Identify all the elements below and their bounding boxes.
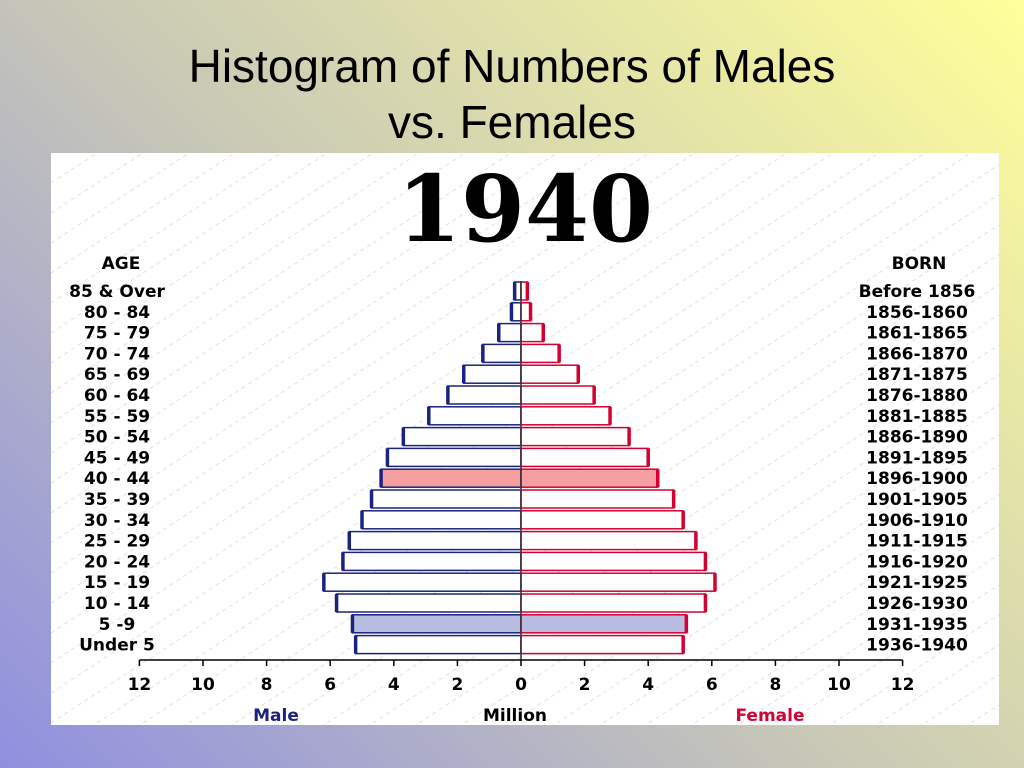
x-tick-label: 4 bbox=[642, 675, 654, 695]
x-tick-label: 2 bbox=[451, 675, 463, 695]
x-tick-label: 2 bbox=[579, 675, 591, 695]
age-label: 20 - 24 bbox=[84, 552, 150, 572]
male-bar bbox=[354, 634, 522, 655]
male-bar bbox=[342, 551, 522, 572]
female-bar bbox=[520, 489, 675, 509]
female-bar bbox=[520, 385, 595, 405]
slide-title: Histogram of Numbers of Males vs. Female… bbox=[0, 38, 1024, 150]
female-label: Female bbox=[736, 706, 805, 725]
male-bar bbox=[351, 614, 522, 634]
pyramid-svg: 1940 AGE BORN 85 & Over Before 1856 80 - 8… bbox=[51, 153, 999, 725]
female-bar bbox=[520, 614, 688, 634]
born-label: 1931-1935 bbox=[866, 615, 968, 635]
female-bar bbox=[520, 364, 579, 384]
born-header: BORN bbox=[892, 254, 947, 274]
born-label: 1916-1920 bbox=[866, 552, 968, 572]
title-line-2: vs. Females bbox=[388, 96, 636, 148]
x-tick-label: 8 bbox=[769, 675, 781, 695]
born-label: 1871-1875 bbox=[866, 365, 968, 385]
born-label: 1906-1910 bbox=[866, 511, 968, 531]
male-bar bbox=[380, 468, 522, 488]
male-bar bbox=[428, 406, 522, 426]
female-bar bbox=[520, 510, 684, 530]
female-bar bbox=[520, 551, 707, 572]
x-tick-label: 10 bbox=[827, 675, 851, 695]
x-axis-label: Million bbox=[483, 706, 547, 725]
age-label: 45 - 49 bbox=[84, 448, 150, 468]
age-label: 10 - 14 bbox=[84, 594, 150, 614]
female-bar bbox=[520, 406, 611, 426]
born-label: 1861-1865 bbox=[866, 324, 968, 344]
born-label: 1911-1915 bbox=[866, 532, 968, 552]
x-tick-label: 6 bbox=[324, 675, 336, 695]
age-label: 70 - 74 bbox=[84, 344, 150, 364]
age-label: 5 -9 bbox=[99, 615, 136, 635]
born-label: 1866-1870 bbox=[866, 344, 968, 364]
born-label: Before 1856 bbox=[859, 282, 976, 302]
male-label: Male bbox=[253, 706, 299, 725]
female-bar bbox=[520, 343, 560, 364]
male-bar bbox=[447, 385, 522, 405]
male-bar bbox=[323, 572, 522, 592]
born-label: 1921-1925 bbox=[866, 573, 968, 593]
age-label: 50 - 54 bbox=[84, 428, 150, 448]
age-label: 25 - 29 bbox=[84, 532, 150, 552]
age-label: 80 - 84 bbox=[84, 303, 150, 323]
title-line-1: Histogram of Numbers of Males bbox=[188, 40, 836, 92]
female-bar bbox=[520, 447, 649, 468]
female-bar bbox=[520, 634, 684, 655]
female-bar bbox=[520, 468, 659, 488]
x-tick-label: 12 bbox=[128, 675, 152, 695]
male-bar bbox=[361, 510, 522, 530]
born-label: 1891-1895 bbox=[866, 448, 968, 468]
female-bar bbox=[520, 572, 716, 592]
male-bar bbox=[335, 593, 522, 613]
x-tick-label: 0 bbox=[515, 675, 527, 695]
age-label: 65 - 69 bbox=[84, 365, 150, 385]
male-bar bbox=[348, 530, 522, 551]
age-label: 30 - 34 bbox=[84, 511, 150, 531]
male-bar bbox=[463, 364, 522, 384]
age-label: 15 - 19 bbox=[84, 573, 150, 593]
x-tick-label: 10 bbox=[191, 675, 215, 695]
born-label: 1926-1930 bbox=[866, 594, 968, 614]
year-label: 1940 bbox=[397, 155, 653, 263]
male-bar bbox=[370, 489, 522, 509]
born-label: 1876-1880 bbox=[866, 386, 968, 406]
female-bar bbox=[520, 530, 697, 551]
age-label: 75 - 79 bbox=[84, 324, 150, 344]
x-tick-label: 12 bbox=[891, 675, 915, 695]
age-label: 40 - 44 bbox=[84, 469, 150, 489]
male-bar bbox=[402, 426, 522, 447]
born-label: 1886-1890 bbox=[866, 428, 968, 448]
born-label: 1901-1905 bbox=[866, 490, 968, 510]
age-label: 35 - 39 bbox=[84, 490, 150, 510]
x-tick-label: 4 bbox=[388, 675, 400, 695]
born-label: 1936-1940 bbox=[866, 636, 968, 656]
population-pyramid-chart: 1940 AGE BORN 85 & Over Before 1856 80 - 8… bbox=[51, 153, 999, 725]
age-label: 60 - 64 bbox=[84, 386, 150, 406]
age-label: 85 & Over bbox=[69, 282, 165, 302]
x-tick-label: 6 bbox=[706, 675, 718, 695]
female-bar bbox=[520, 593, 707, 613]
age-header: AGE bbox=[102, 254, 141, 274]
born-label: 1881-1885 bbox=[866, 407, 968, 427]
female-bar bbox=[520, 426, 630, 447]
male-bar bbox=[497, 322, 522, 343]
born-label: 1856-1860 bbox=[866, 303, 968, 323]
male-bar bbox=[386, 447, 522, 468]
male-bar bbox=[482, 343, 522, 364]
x-tick-label: 8 bbox=[261, 675, 273, 695]
age-label: Under 5 bbox=[79, 636, 155, 656]
female-bar bbox=[520, 322, 545, 343]
born-label: 1896-1900 bbox=[866, 469, 968, 489]
age-label: 55 - 59 bbox=[84, 407, 150, 427]
